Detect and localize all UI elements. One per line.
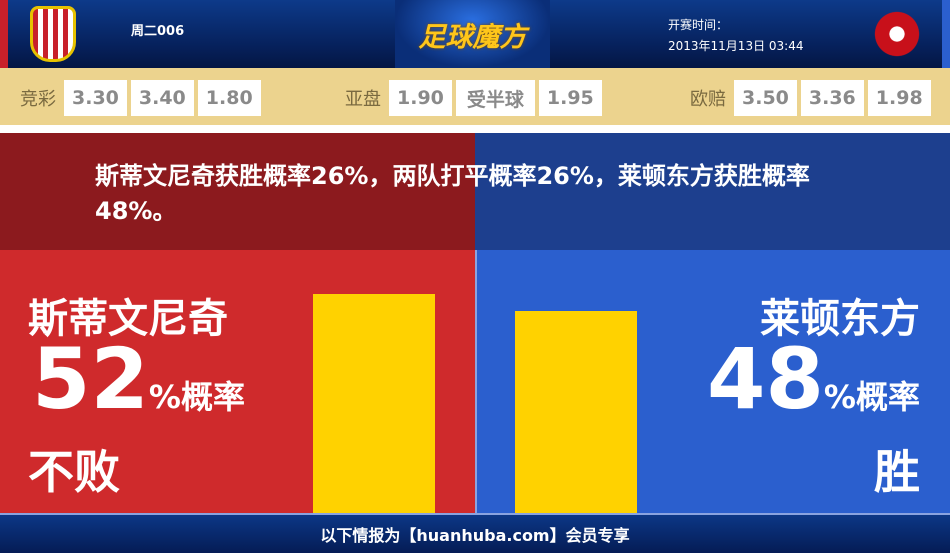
- odds-value: 1.90: [389, 80, 452, 116]
- odds-label: 亚盘: [345, 89, 381, 110]
- odds-label: 欧赔: [690, 89, 726, 110]
- odds-label: 竞彩: [20, 89, 56, 110]
- away-probability-bar: [515, 310, 637, 513]
- home-team-name: 斯蒂文尼奇: [28, 296, 228, 342]
- odds-value: 1.95: [538, 80, 602, 116]
- away-panel: 莱顿东方 48%概率 胜: [475, 250, 950, 513]
- kickoff-time: 2013年11月13日 03:44: [668, 39, 804, 53]
- kickoff-label: 开赛时间：: [668, 18, 729, 32]
- odds-value: 3.40: [130, 80, 194, 116]
- prediction-summary: 斯蒂文尼奇获胜概率26%，两队打平概率26%，莱顿东方获胜概率48%。: [0, 133, 950, 250]
- odds-value: 1.80: [197, 80, 261, 116]
- home-probability-bar: [313, 294, 435, 513]
- home-panel: 斯蒂文尼奇 52%概率 不败: [0, 250, 475, 513]
- away-team-name: 莱顿东方: [760, 296, 920, 342]
- away-color-strip: [942, 0, 950, 68]
- away-team-crest: [874, 6, 920, 62]
- away-percent-value: 48: [707, 330, 824, 428]
- home-percent: 52%概率: [32, 330, 245, 428]
- home-result: 不败: [28, 445, 120, 499]
- match-header: 周二006 足球魔方 开赛时间： 2013年11月13日 03:44: [0, 0, 950, 68]
- odds-handicap: 受半球: [455, 80, 535, 116]
- odds-value: 1.98: [867, 80, 931, 116]
- summary-text: 斯蒂文尼奇获胜概率26%，两队打平概率26%，莱顿东方获胜概率48%。: [95, 162, 810, 225]
- home-percent-unit: %概率: [148, 378, 245, 416]
- home-percent-value: 52: [32, 330, 149, 428]
- away-result: 胜: [874, 445, 920, 499]
- away-percent: 48%概率: [707, 330, 920, 428]
- odds-value: 3.50: [734, 80, 797, 116]
- logo: 足球魔方: [395, 0, 550, 68]
- member-footer[interactable]: 以下情报为【huanhuba.com】会员专享: [0, 513, 950, 553]
- match-code: 周二006: [131, 24, 185, 39]
- odds-yapan: 亚盘 1.90 受半球 1.95: [345, 80, 602, 116]
- away-percent-unit: %概率: [823, 378, 920, 416]
- odds-jingcai: 竞彩 3.30 3.40 1.80: [20, 80, 261, 116]
- home-team-crest: [30, 6, 76, 62]
- odds-value: 3.36: [800, 80, 864, 116]
- odds-bar: 竞彩 3.30 3.40 1.80 亚盘 1.90 受半球 1.95 欧赔 3.…: [0, 68, 950, 130]
- odds-oupei: 欧赔 3.50 3.36 1.98: [690, 80, 931, 116]
- home-color-strip: [0, 0, 8, 68]
- odds-value: 3.30: [64, 80, 127, 116]
